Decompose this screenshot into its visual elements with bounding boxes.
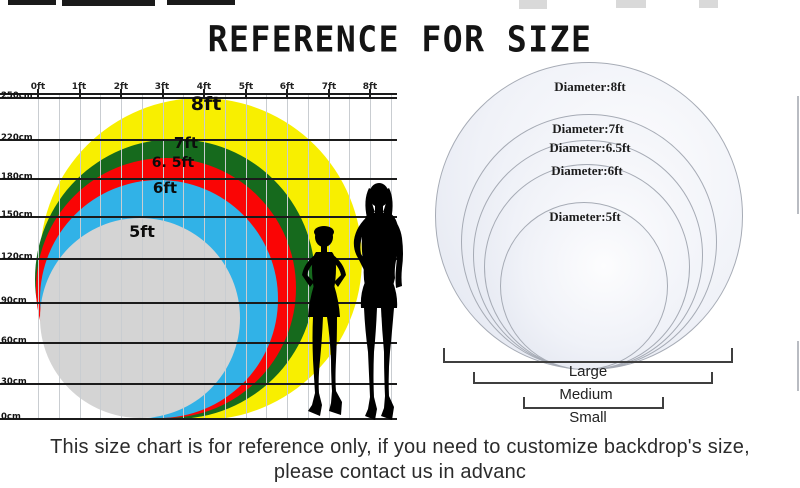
vertical-gridline	[287, 94, 288, 418]
axis-tick	[244, 89, 247, 98]
horizontal-gridline	[0, 178, 397, 180]
horizontal-gridline	[0, 302, 397, 304]
vertical-gridline	[224, 94, 226, 418]
top-edge-artifact	[62, 0, 155, 6]
woman-silhouette	[353, 183, 403, 420]
bracket-label-small: Small	[569, 409, 607, 426]
vertical-gridline	[349, 94, 351, 418]
diameter-label-6-5ft: Diameter:6.5ft	[549, 140, 631, 155]
cm-axis-label: 0cm	[1, 412, 21, 422]
axis-tick	[203, 89, 205, 98]
ft-axis-label: 1ft	[71, 82, 87, 92]
disc-5ft	[500, 202, 668, 370]
child-silhouette	[302, 226, 346, 416]
cm-axis-label: 60cm	[1, 336, 27, 346]
top-edge-artifact	[8, 0, 56, 5]
diameter-label-6ft: Diameter:6ft	[551, 163, 623, 178]
cm-axis-label: 30cm	[1, 377, 27, 387]
cm-axis-label: 220cm	[1, 133, 33, 143]
vertical-gridline	[183, 94, 185, 418]
horizontal-gridline	[0, 93, 397, 95]
ft-axis-label: 5ft	[238, 82, 254, 92]
diameter-label-8ft: Diameter:8ft	[554, 79, 626, 94]
vertical-gridline	[307, 94, 309, 418]
vertical-gridline	[38, 94, 39, 418]
ft-axis-label: 7ft	[321, 82, 337, 92]
axis-tick	[78, 89, 81, 98]
cm-axis-label: 180cm	[1, 172, 33, 182]
horizontal-gridline	[0, 383, 397, 385]
vertical-gridline	[266, 94, 268, 418]
bracket-large	[443, 348, 733, 363]
ft-axis-label: 2ft	[113, 82, 129, 92]
bracket-label-large: Large	[568, 363, 608, 380]
ft-axis-label: 3ft	[154, 82, 170, 92]
bracket-small	[523, 397, 664, 409]
footer-caption-line2: please contact us in advanc	[273, 461, 527, 483]
ft-axis-label: 6ft	[279, 82, 295, 92]
ft-axis-label: 8ft	[362, 82, 378, 92]
vertical-gridline	[79, 94, 81, 418]
page-title: REFERENCE FOR SIZE	[207, 18, 593, 61]
ft-axis-label: 4ft	[196, 82, 212, 92]
horizontal-gridline	[0, 97, 397, 99]
top-edge-artifact	[616, 0, 646, 8]
footer-caption-line1: This size chart is for reference only, i…	[50, 436, 750, 458]
axis-tick	[161, 89, 164, 98]
diameter-label-7ft: Diameter:7ft	[552, 121, 624, 136]
circle-label-7ft: 7ft	[173, 134, 199, 152]
right-edge-artifact	[797, 341, 799, 391]
vertical-gridline	[204, 94, 205, 418]
vertical-gridline	[245, 94, 247, 418]
circle-label-6-5ft: 6. 5ft	[151, 155, 195, 171]
diameter-label-5ft: Diameter:5ft	[549, 209, 621, 224]
vertical-gridline	[141, 94, 143, 418]
top-edge-artifact	[167, 0, 235, 5]
cm-axis-label: 90cm	[1, 296, 27, 306]
horizontal-gridline	[0, 216, 397, 218]
horizontal-gridline	[0, 139, 397, 141]
axis-tick	[369, 89, 371, 98]
cm-axis-label: 150cm	[1, 210, 33, 220]
cm-axis-label: 250cm	[1, 91, 33, 101]
circle-label-8ft: 8ft	[190, 93, 222, 115]
horizontal-gridline	[0, 258, 397, 260]
axis-tick	[120, 89, 122, 98]
vertical-gridline	[100, 94, 102, 418]
circle-label-5ft: 5ft	[129, 222, 155, 241]
axis-tick	[327, 89, 330, 98]
top-edge-artifact	[519, 0, 547, 9]
vertical-gridline	[121, 94, 122, 418]
bracket-label-medium: Medium	[559, 386, 613, 403]
cm-axis-label: 120cm	[1, 252, 33, 262]
circle-label-6ft: 6ft	[152, 179, 178, 197]
bracket-medium	[473, 372, 713, 384]
vertical-gridline	[58, 94, 60, 418]
vertical-gridline	[162, 94, 164, 418]
horizontal-gridline	[0, 342, 397, 344]
axis-tick	[37, 89, 39, 98]
top-edge-artifact	[699, 0, 718, 8]
right-edge-artifact	[797, 96, 799, 214]
axis-tick	[286, 89, 288, 98]
ft-axis-label: 0ft	[30, 82, 46, 92]
horizontal-gridline	[0, 418, 397, 420]
